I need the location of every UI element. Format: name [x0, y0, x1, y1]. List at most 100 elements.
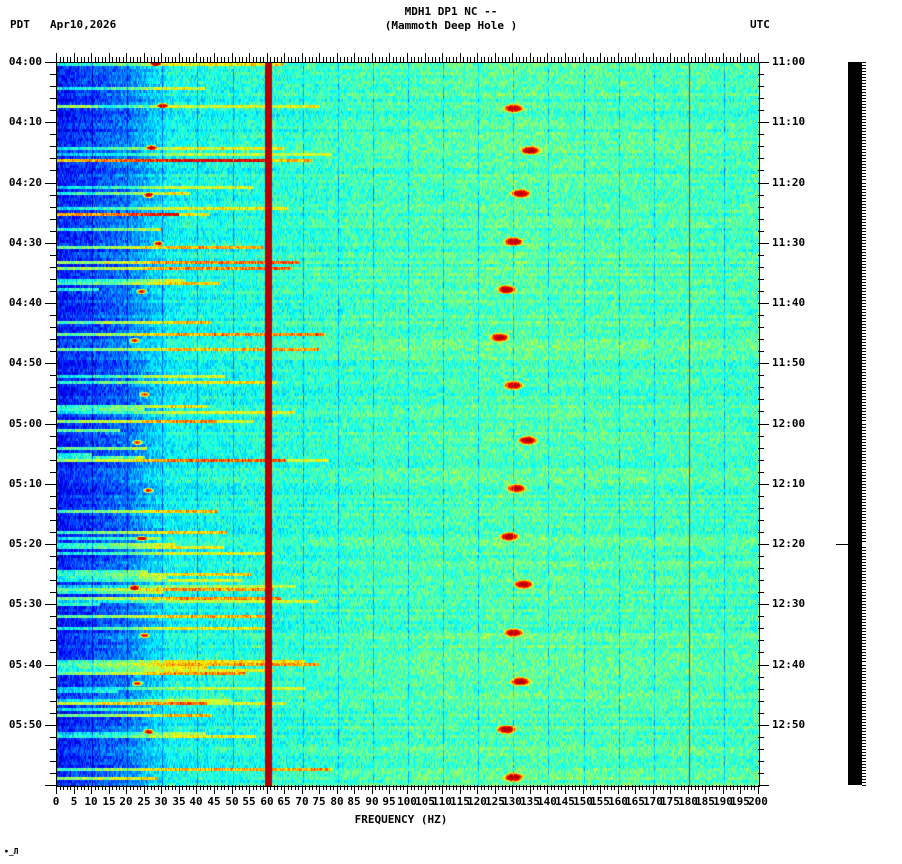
time-label-right: 12:50 — [772, 718, 806, 731]
freq-tick-minor — [270, 785, 271, 790]
colorbar-tick — [862, 502, 866, 503]
time-tick-minor — [50, 339, 56, 340]
time-tick-major — [758, 62, 769, 63]
colorbar-tick — [862, 408, 866, 409]
time-tick-minor — [758, 207, 764, 208]
freq-tick-minor — [263, 785, 264, 790]
freq-tick-minor — [274, 785, 275, 790]
colorbar-tick — [862, 538, 866, 539]
freq-tick-minor — [754, 785, 755, 790]
freq-tick-minor-top — [182, 57, 183, 62]
freq-tick-minor — [323, 785, 324, 790]
time-tick-minor — [758, 460, 764, 461]
freq-tick-minor — [186, 785, 187, 790]
colorbar-tick — [862, 779, 866, 780]
freq-tick-minor-top — [523, 57, 524, 62]
time-tick-minor — [758, 568, 764, 569]
freq-tick-minor-top — [60, 57, 61, 62]
colorbar-tick — [862, 770, 866, 771]
colorbar-tick — [862, 414, 866, 415]
freq-tick-minor — [519, 785, 520, 790]
freq-tick-major — [407, 785, 408, 794]
freq-label: 190 — [713, 795, 733, 808]
time-tick-minor — [758, 616, 764, 617]
time-tick-major — [758, 424, 769, 425]
time-tick-major — [758, 484, 769, 485]
frequency-axis-label: FREQUENCY (HZ) — [0, 813, 902, 826]
colorbar-tick — [862, 164, 866, 165]
freq-tick-minor-top — [681, 57, 682, 62]
freq-tick-minor — [351, 785, 352, 790]
colorbar-tick — [862, 258, 866, 259]
freq-tick-minor-top — [453, 57, 454, 62]
freq-tick-minor — [414, 785, 415, 790]
freq-tick-minor — [239, 785, 240, 790]
colorbar-tick — [862, 773, 866, 774]
colorbar-tick — [862, 445, 866, 446]
spectrogram-plot[interactable] — [56, 62, 760, 787]
freq-tick-minor-top — [326, 57, 327, 62]
time-tick-minor — [758, 267, 764, 268]
colorbar-tick — [862, 472, 866, 473]
colorbar-tick — [862, 469, 866, 470]
freq-tick-major — [688, 785, 689, 794]
freq-tick-minor — [217, 785, 218, 790]
freq-tick-minor-top — [98, 57, 99, 62]
colorbar-tick — [862, 282, 866, 283]
freq-label: 30 — [154, 795, 168, 808]
time-tick-minor — [50, 652, 56, 653]
freq-tick-minor — [660, 785, 661, 790]
freq-tick-minor-top — [744, 57, 745, 62]
freq-tick-minor — [137, 785, 138, 790]
freq-tick-major — [284, 785, 285, 794]
colorbar-tick — [862, 195, 866, 196]
freq-tick-minor — [677, 785, 678, 790]
freq-tick-minor — [733, 785, 734, 790]
colorbar-tick — [862, 716, 866, 717]
freq-tick-minor — [119, 785, 120, 790]
freq-tick-minor-top — [137, 57, 138, 62]
freq-tick-minor — [340, 785, 341, 790]
freq-tick-minor-top — [579, 57, 580, 62]
time-tick-minor — [758, 640, 764, 641]
colorbar-tick — [862, 264, 866, 265]
freq-tick-minor — [533, 785, 534, 790]
freq-tick-minor — [607, 785, 608, 790]
freq-tick-minor — [474, 785, 475, 790]
freq-tick-minor-top — [702, 57, 703, 62]
freq-label: 170 — [643, 795, 663, 808]
freq-tick-minor-top — [449, 57, 450, 62]
time-tick-minor — [758, 86, 764, 87]
time-tick-minor — [50, 773, 56, 774]
time-tick-minor — [50, 508, 56, 509]
colorbar-tick — [862, 731, 866, 732]
time-label-right: 12:10 — [772, 477, 806, 490]
freq-tick-minor-top — [263, 57, 264, 62]
freq-tick-minor-top — [667, 57, 668, 62]
freq-tick-minor-top — [396, 57, 397, 62]
time-label-right: 11:00 — [772, 55, 806, 68]
freq-label: 85 — [347, 795, 361, 808]
freq-tick-minor-top — [165, 57, 166, 62]
freq-tick-minor — [681, 785, 682, 790]
time-label-left: 04:00 — [8, 55, 42, 68]
time-tick-minor — [50, 532, 56, 533]
freq-tick-minor — [702, 785, 703, 790]
spectrogram-canvas[interactable] — [57, 63, 759, 786]
colorbar-tick — [862, 333, 866, 334]
freq-tick-minor-top — [607, 57, 608, 62]
page-subtitle: (Mammoth Deep Hole ) — [384, 19, 518, 32]
time-label-left: 05:30 — [8, 597, 42, 610]
freq-tick-major — [723, 785, 724, 794]
colorbar-tick — [862, 189, 866, 190]
colorbar-tick — [862, 505, 866, 506]
colorbar-tick — [862, 559, 866, 560]
colorbar-tick — [862, 95, 866, 96]
time-tick-minor — [50, 436, 56, 437]
freq-tick-major — [512, 785, 513, 794]
time-tick-minor — [50, 472, 56, 473]
freq-tick-minor — [298, 785, 299, 790]
colorbar-tick — [862, 619, 866, 620]
freq-label: 155 — [590, 795, 610, 808]
freq-tick-major — [74, 785, 75, 794]
